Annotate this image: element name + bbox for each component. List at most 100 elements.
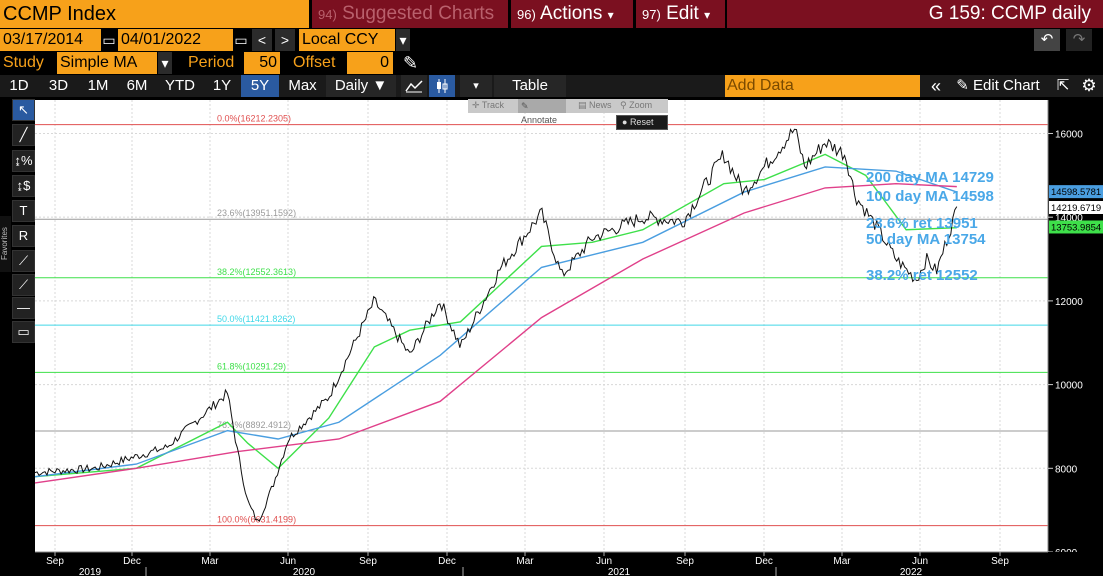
price-chart[interactable]: 0.0%(16212.2305) 23.6%(13951.1592) 38.2%(1… xyxy=(0,97,1103,576)
next-period-button[interactable]: > xyxy=(275,29,295,51)
range-1d-button[interactable]: 1D xyxy=(0,75,38,97)
x-tick-label: Jun xyxy=(280,556,296,567)
period-field[interactable]: 50 xyxy=(244,52,280,74)
ma-annotation: 200 day MA 14729 xyxy=(866,169,994,186)
fib-level-label: 38.2%(12552.3613) xyxy=(217,267,296,277)
horizontal-line-icon[interactable]: — xyxy=(12,297,35,319)
value-label-box xyxy=(1049,200,1103,214)
grid-layer xyxy=(35,100,1048,553)
x-tick-label: Jun xyxy=(912,556,928,567)
add-data-input[interactable]: Add Data xyxy=(725,75,920,97)
percent-tool-icon[interactable]: ↨% xyxy=(12,150,35,172)
currency-dropdown-icon[interactable]: ▾ xyxy=(396,29,410,51)
study-pencil-icon[interactable]: ✎ xyxy=(403,53,419,73)
range-1y-button[interactable]: 1Y xyxy=(204,75,240,97)
range-ytd-button[interactable]: YTD xyxy=(157,75,203,97)
settings-gear-icon[interactable]: ⚙ xyxy=(1077,75,1101,97)
x-tick-label: Mar xyxy=(516,556,534,567)
zoom-label: Zoom xyxy=(629,100,653,110)
range-5y-button[interactable]: 5Y xyxy=(241,75,279,97)
end-date-calendar-icon[interactable]: ▭ xyxy=(234,29,248,51)
ma-annotation: 50 day MA 13754 xyxy=(866,231,986,248)
study-label: Study xyxy=(3,54,44,71)
x-year-label: 2019 xyxy=(79,567,102,576)
actions-label: Actions xyxy=(540,3,603,24)
ma-annotation: 100 day MA 14598 xyxy=(866,188,994,205)
x-tick-label: Dec xyxy=(755,556,773,567)
reset-label: ● Reset xyxy=(622,117,654,127)
y-tick-label: 12000 xyxy=(1055,297,1083,308)
x-year-label: 2020 xyxy=(293,567,316,576)
chart-toolbar: 1D 3D 1M 6M YTD 1Y 5Y Max Daily ▼ ▾ Tabl… xyxy=(0,75,1103,97)
date-range-bar: 03/17/2014 ▭ 04/01/2022 ▭ < > Local CCY … xyxy=(0,29,1103,51)
x-tick-label: Dec xyxy=(123,556,141,567)
ma-annotation: 38.2% ret 12552 xyxy=(866,267,978,284)
y-tick-label: 16000 xyxy=(1055,129,1083,140)
ma-annotation: 23.6% ret 13951 xyxy=(866,215,978,232)
zoom-button[interactable]: ⚲ Zoom xyxy=(620,100,653,110)
y-tick-label: 8000 xyxy=(1055,464,1078,475)
reset-button[interactable]: ● Reset xyxy=(616,115,668,130)
collapse-panel-button[interactable]: « xyxy=(924,75,948,97)
annotate-button[interactable]: ✎ Annotate xyxy=(518,99,566,125)
news-button[interactable]: ▤ News xyxy=(578,100,612,110)
track-button[interactable]: ✛ Track xyxy=(472,100,505,110)
start-date-calendar-icon[interactable]: ▭ xyxy=(102,29,116,51)
redo-button[interactable]: ↷ xyxy=(1066,29,1092,51)
retracement-icon[interactable]: R xyxy=(12,225,35,247)
x-axis-background xyxy=(0,552,1103,576)
actions-number: 96) xyxy=(517,7,536,22)
study-field[interactable]: Simple MA xyxy=(57,52,157,74)
expand-icon[interactable]: ⇱ xyxy=(1051,75,1075,97)
range-max-button[interactable]: Max xyxy=(280,75,325,97)
range-6m-button[interactable]: 6M xyxy=(118,75,156,97)
start-date-field[interactable]: 03/17/2014 xyxy=(0,29,101,51)
period-label: Period xyxy=(188,54,235,71)
value-label-box xyxy=(1049,185,1103,199)
range-1m-button[interactable]: 1M xyxy=(79,75,117,97)
x-tick-label: Sep xyxy=(359,556,377,567)
fib-level-label: 76.4%(8892.4912) xyxy=(217,420,291,430)
frequency-dropdown[interactable]: Daily ▼ xyxy=(326,75,396,97)
currency-field[interactable]: Local CCY xyxy=(299,29,395,51)
suggested-charts-button[interactable]: 94) Suggested Charts xyxy=(312,0,508,28)
x-tick-label: Mar xyxy=(201,556,219,567)
dollar-tool-icon[interactable]: ↨$ xyxy=(12,175,35,197)
line-chart-icon[interactable] xyxy=(401,75,427,97)
ticker-field[interactable]: CCMP Index xyxy=(0,0,309,28)
prev-period-button[interactable]: < xyxy=(252,29,272,51)
edit-caret-icon: ▾ xyxy=(704,8,711,22)
favorites-tab[interactable]: Favorites xyxy=(0,216,11,272)
end-date-field[interactable]: 04/01/2022 xyxy=(118,29,233,51)
ma50-line xyxy=(34,153,957,478)
trend-line-icon[interactable]: ⟋ xyxy=(12,250,35,272)
edit-chart-button[interactable]: ✎ Edit Chart xyxy=(950,75,1046,97)
text-tool-icon[interactable]: T xyxy=(12,200,35,222)
actions-menu-button[interactable]: 96) Actions ▾ xyxy=(511,0,633,28)
channel-icon[interactable]: ⟋ xyxy=(12,274,35,296)
cursor-icon[interactable]: ↖ xyxy=(12,99,35,121)
undo-button[interactable]: ↶ xyxy=(1034,29,1060,51)
plot-background xyxy=(35,100,1048,552)
chart-title: G 159: CCMP daily xyxy=(727,0,1103,28)
parallel-lines-icon[interactable]: ▭ xyxy=(12,321,35,343)
floating-chart-toolbar: ✛ Track ✎ Annotate ▤ News ⚲ Zoom xyxy=(468,99,668,125)
candle-chart-icon[interactable] xyxy=(429,75,455,97)
chart-type-dropdown-icon[interactable]: ▾ xyxy=(460,75,492,97)
x-year-label: 2022 xyxy=(900,567,923,576)
y-tick-label: 10000 xyxy=(1055,381,1083,392)
candle-chart-glyph xyxy=(437,79,448,93)
line-draw-icon[interactable]: ╱ xyxy=(12,124,35,146)
x-tick-label: Sep xyxy=(46,556,64,567)
study-bar: Study Simple MA ▾ Period 50 Offset 0 ✎ xyxy=(0,52,1103,74)
range-3d-button[interactable]: 3D xyxy=(39,75,78,97)
x-tick-label: Jun xyxy=(596,556,612,567)
study-dropdown-icon[interactable]: ▾ xyxy=(158,52,172,74)
table-button[interactable]: Table xyxy=(494,75,566,97)
x-tick-label: Sep xyxy=(991,556,1009,567)
suggested-charts-label: Suggested Charts xyxy=(342,3,495,24)
y-tick-label: 14000 xyxy=(1055,213,1083,224)
offset-field[interactable]: 0 xyxy=(347,52,393,74)
edit-menu-button[interactable]: 97) Edit ▾ xyxy=(636,0,725,28)
actions-caret-icon: ▾ xyxy=(607,8,614,22)
